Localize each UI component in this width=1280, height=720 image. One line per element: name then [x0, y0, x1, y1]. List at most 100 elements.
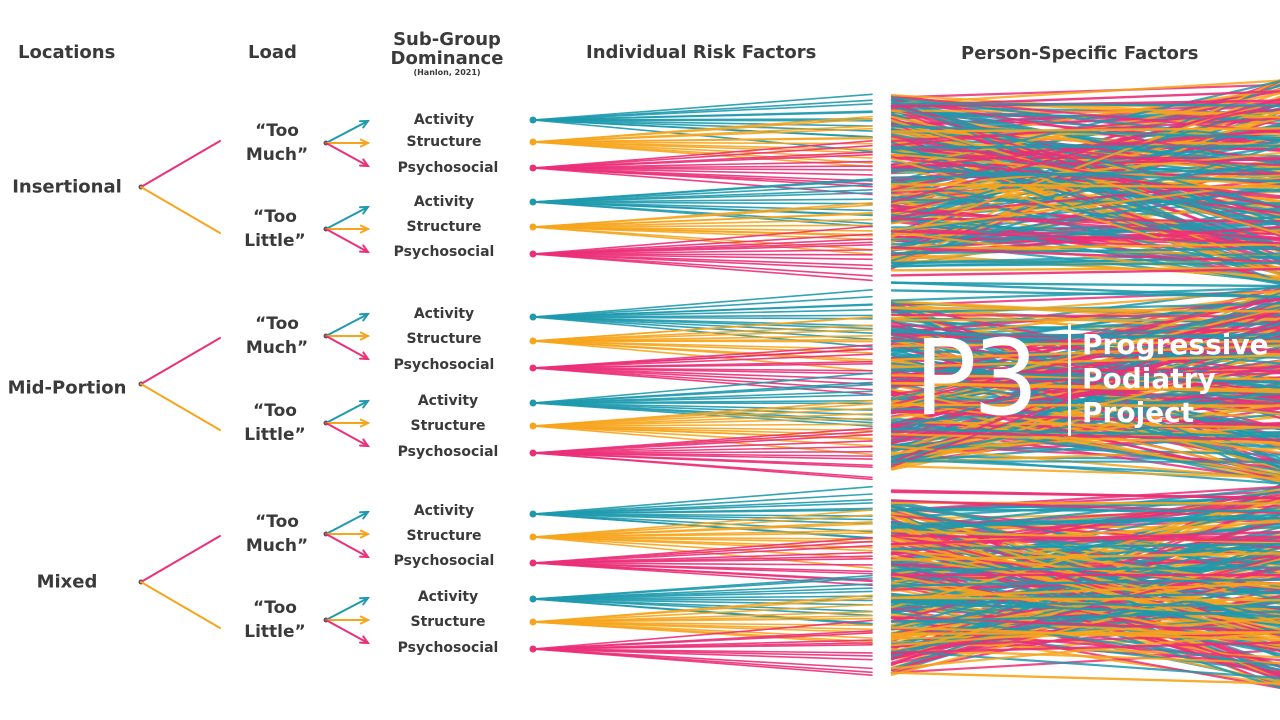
subgroup-activity: Activity [413, 306, 475, 322]
risk-factor-line [532, 619, 873, 650]
person-factor-line [890, 552, 1280, 562]
risk-factor-line [532, 144, 873, 169]
subgroup-psychosocial: Psychosocial [393, 357, 495, 373]
person-factor-line [890, 344, 1280, 362]
risk-factor-line [532, 423, 873, 427]
person-factor-line [890, 231, 1280, 282]
load-too-much: “Too Much” [245, 121, 309, 165]
person-factor-line [890, 332, 1280, 342]
arrow-head [359, 224, 371, 234]
risk-factor-line [532, 617, 873, 623]
person-factor-line [890, 427, 1280, 438]
header-subgroup-citation: (Hanlon, 2021) [413, 68, 481, 77]
person-factor-line [890, 158, 1280, 168]
subgroup-psychosocial: Psychosocial [397, 160, 499, 176]
risk-factor-line [532, 603, 873, 623]
person-factor-line [890, 388, 1280, 412]
header-locations: Locations [18, 42, 116, 63]
p3-logo-mark: P3 [914, 317, 1039, 439]
person-factor-line [890, 267, 1280, 277]
person-factor-line [890, 198, 1280, 205]
risk-factor-line [532, 562, 873, 566]
person-factor-line [890, 430, 1280, 442]
person-factor-line [890, 363, 1280, 470]
risk-factor-line [532, 340, 873, 354]
person-factor-line [890, 281, 1280, 299]
risk-factor-line [532, 597, 873, 623]
risk-factor-line [532, 249, 873, 255]
load-too-much: “Too Much” [245, 314, 309, 358]
subgroup-arrow [325, 533, 369, 558]
risk-factor-line [532, 544, 873, 564]
risk-factor-line [532, 577, 873, 600]
logo-wordmark: Progressive Podiatry Project [1082, 328, 1269, 430]
risk-factor-line [532, 621, 873, 645]
arrow-head [359, 399, 371, 409]
person-factor-line [890, 340, 1280, 348]
subgroup-psychosocial: Psychosocial [397, 444, 499, 460]
risk-factor-line [532, 167, 873, 171]
person-factor-line [890, 156, 1280, 198]
subgroup-psychosocial: Psychosocial [393, 244, 495, 260]
arrow-head [359, 351, 371, 361]
risk-factor-line [532, 367, 873, 396]
person-factor-line [890, 649, 1280, 680]
risk-factor-line [532, 485, 873, 515]
risk-factor-line [532, 119, 873, 127]
person-factor-line [890, 144, 1280, 262]
risk-factor-line [532, 562, 873, 575]
subgroup-arrow [325, 597, 369, 621]
person-factor-line [890, 381, 1280, 392]
risk-factor-line [532, 328, 873, 342]
risk-factor-line [532, 590, 873, 600]
risk-factor-line [532, 340, 873, 343]
risk-factor-line [532, 218, 873, 228]
subgroup-activity: Activity [413, 194, 475, 210]
risk-factor-line [532, 632, 873, 650]
risk-factor-line [532, 643, 873, 650]
risk-factor-line [532, 402, 873, 416]
risk-factor-line [532, 353, 873, 369]
person-factor-line [890, 168, 1280, 183]
risk-factor-line [532, 141, 873, 145]
person-factor-line [890, 266, 1280, 272]
arrow-head [359, 312, 371, 322]
logo-line-2: Podiatry [1082, 362, 1216, 395]
person-factor-line [890, 313, 1280, 318]
risk-factor-line [532, 201, 873, 205]
risk-factor-line [532, 316, 873, 342]
subgroup-structure: Structure [406, 528, 482, 544]
subgroup-activity: Activity [417, 589, 479, 605]
risk-factor-line [532, 183, 873, 203]
person-factor-line [890, 246, 1280, 264]
subgroup-structure: Structure [406, 134, 482, 150]
risk-factor-line [532, 141, 873, 154]
risk-factor-line [532, 363, 873, 369]
arrow-head [359, 635, 371, 645]
load-too-little: “Too Little” [244, 401, 306, 445]
subgroup-arrow [325, 335, 369, 360]
risk-factor-line [532, 102, 873, 121]
risk-factor-line [532, 394, 873, 404]
person-factor-line [890, 400, 1280, 454]
arrow-head [359, 510, 371, 520]
subgroup-arrow [325, 400, 369, 424]
individual-risk-fan [529, 93, 873, 677]
load-too-much: “Too Much” [245, 512, 309, 556]
person-factor-line [890, 359, 1280, 456]
person-factor-line [890, 247, 1280, 255]
risk-factor-line [532, 316, 873, 335]
risk-factor-line [532, 139, 873, 169]
person-factor-line [890, 79, 1280, 105]
risk-factor-line [532, 372, 873, 404]
subgroup-arrow [325, 619, 369, 644]
risk-factor-line [532, 224, 873, 228]
location-mid-portion: Mid-Portion [7, 377, 127, 399]
person-factor-line [890, 513, 1280, 529]
risk-factor-line [532, 367, 873, 375]
risk-factor-line [532, 513, 873, 525]
risk-factor-line [532, 304, 873, 318]
person-factor-line [890, 410, 1280, 427]
